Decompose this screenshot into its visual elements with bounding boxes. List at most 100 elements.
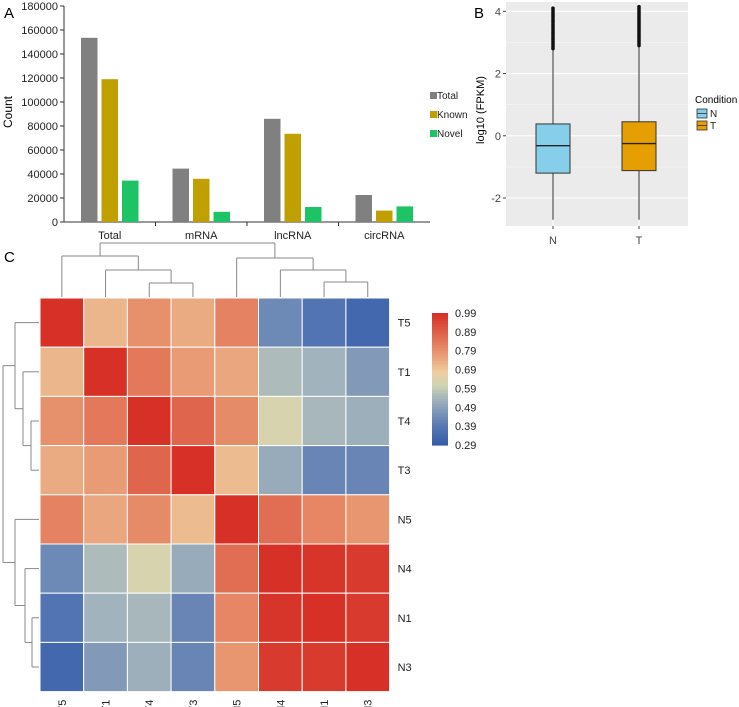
heatmap-cell-N1-T1: [83, 592, 128, 643]
bar-known-lncrna: [284, 133, 301, 222]
box-legend-label-T: T: [710, 121, 716, 132]
heatmap-cell-T3-T4: [126, 445, 172, 496]
box-plot-xtick-label: N: [549, 235, 557, 247]
colorbar-segment: [432, 435, 448, 438]
colorbar-tick-label: 0.69: [455, 365, 476, 377]
colorbar-segment: [432, 423, 448, 426]
bar-chart: Count Total Known Novel 0 20000 40000 60000 80…: [1, 1, 468, 242]
bar-novel-mrna: [213, 211, 230, 222]
heatmap-cell-N4-N4: [258, 543, 303, 594]
colorbar-segment: [432, 427, 448, 430]
colorbar-segment: [432, 419, 448, 422]
colorbar-segment: [432, 339, 448, 342]
colorbar-segment: [432, 393, 448, 396]
heatmap-cell-N4-T3: [170, 543, 216, 594]
box-plot-ytick-label: 0: [495, 131, 501, 143]
heatmap-cell-N5-N4: [258, 494, 303, 545]
legend-swatch-novel: [430, 130, 437, 137]
panel-label-a: A: [4, 5, 14, 22]
colorbar-segment: [432, 345, 448, 348]
colorbar-segment: [432, 405, 448, 408]
heatmap-cell-T1-T4: [126, 346, 172, 397]
heatmap-row-label: N3: [398, 662, 412, 674]
heatmap-cell-N1-T3: [170, 592, 216, 643]
box-plot-ytick-label: -2: [491, 193, 501, 205]
heatmap-cell-N1-T4: [126, 592, 172, 643]
colorbar-segment: [432, 395, 448, 398]
colorbar: 0.99 0.89 0.79 0.69 0.59 0.49 0.39 0.29: [432, 308, 476, 452]
bar-chart-legend: Total Known Novel: [430, 91, 468, 140]
colorbar-tick-label: 0.89: [455, 327, 476, 339]
bar-chart-ytick-label: 80000: [27, 121, 58, 133]
heatmap-col-label: N4: [275, 700, 287, 707]
colorbar-segment: [432, 411, 448, 414]
bar-chart-ytick-label: 160000: [21, 25, 58, 37]
heatmap-cell-N3-T1: [83, 641, 128, 693]
heatmap-col-label: T3: [188, 700, 200, 707]
box-legend-label-N: N: [710, 109, 717, 120]
colorbar-segment: [432, 397, 448, 400]
panel-label-b: B: [474, 5, 484, 22]
colorbar-segment: [432, 365, 448, 368]
heatmap-cell-N5-N5: [214, 494, 260, 545]
heatmap-cell-T3-N3: [345, 445, 391, 496]
colorbar-segment: [432, 425, 448, 428]
heatmap-cell-N4-T1: [83, 543, 128, 594]
heatmap-cell-T4-T3: [170, 395, 216, 447]
heatmap-cell-T4-N3: [345, 395, 391, 447]
box-plot-ylabel: log10 (FPKM): [475, 76, 487, 144]
colorbar-segment: [432, 349, 448, 352]
colorbar-segment: [432, 385, 448, 388]
heatmap-col-label: N3: [363, 700, 375, 707]
bar-chart-ytick-label: 40000: [27, 169, 58, 181]
heatmap-cell-T4-N1: [301, 395, 347, 447]
colorbar-segment: [432, 319, 448, 322]
heatmap-cell-N1-N4: [258, 592, 303, 643]
colorbar-segment: [432, 377, 448, 380]
heatmap-cell-T5-N3: [345, 297, 391, 348]
dendrogram: [2, 242, 369, 668]
heatmap-cell-N4-T4: [126, 543, 172, 594]
bar-chart-ytick-label: 0: [52, 217, 58, 229]
colorbar-segment: [432, 369, 448, 372]
heatmap-cell-T3-T1: [83, 445, 128, 496]
bar-novel-lncrna: [305, 207, 322, 222]
bar-known-circrna: [376, 210, 393, 222]
colorbar-segment: [432, 333, 448, 336]
colorbar-segment: [432, 323, 448, 326]
heatmap-cell-T5-T1: [83, 297, 128, 348]
heatmap-row-label: T5: [398, 318, 411, 330]
bar-chart-ytick-label: 60000: [27, 145, 58, 157]
colorbar-segment: [432, 443, 448, 446]
colorbar-segment: [432, 415, 448, 418]
heatmap-cell-T4-N4: [258, 395, 303, 447]
colorbar-segment: [432, 357, 448, 360]
legend-label-novel: Novel: [437, 129, 463, 140]
heatmap-cell-T3-T3: [170, 445, 216, 496]
colorbar-segment: [432, 441, 448, 444]
legend-label-known: Known: [437, 110, 468, 121]
colorbar-segment: [432, 337, 448, 340]
colorbar-segment: [432, 353, 448, 356]
heatmap-cell-N4-N1: [301, 543, 347, 594]
colorbar-segment: [432, 351, 448, 354]
colorbar-segment: [432, 371, 448, 374]
colorbar-segment: [432, 381, 448, 384]
heatmap-cell-T1-T1: [83, 346, 128, 397]
colorbar-segment: [432, 335, 448, 338]
heatmap-cell-T1-N5: [214, 346, 260, 397]
heatmap-cell-T5-N5: [214, 297, 260, 348]
heatmap-cell-N3-N1: [301, 641, 347, 693]
panel-label-c: C: [4, 249, 15, 266]
legend-label-total: Total: [437, 91, 458, 102]
colorbar-segment: [432, 341, 448, 344]
heatmap-cell-T4-N5: [214, 395, 260, 447]
colorbar-segment: [432, 373, 448, 376]
heatmap-col-label: T4: [144, 700, 156, 707]
legend-swatch-known: [430, 111, 437, 118]
heatmap-cell-N1-N5: [214, 592, 260, 643]
heatmap-row-label: T4: [398, 416, 411, 428]
heatmap-cell-T3-N1: [301, 445, 347, 496]
